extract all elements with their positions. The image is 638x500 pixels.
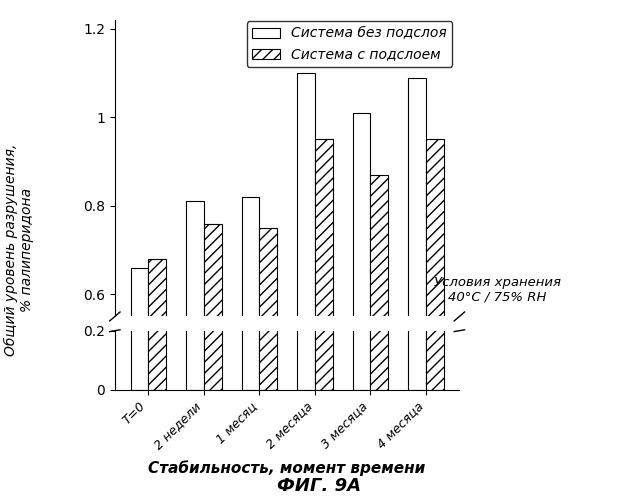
Bar — [204, 164, 221, 390]
Bar — [353, 113, 371, 500]
X-axis label: Стабильность, момент времени: Стабильность, момент времени — [149, 460, 426, 475]
Bar — [204, 224, 221, 500]
Bar — [259, 168, 277, 390]
Bar — [259, 228, 277, 500]
Bar — [242, 197, 259, 500]
Text: Общий уровень разрушения,
% палиперидона: Общий уровень разрушения, % палиперидона — [4, 144, 34, 356]
Bar — [315, 140, 332, 500]
Bar — [371, 132, 388, 390]
Bar — [408, 67, 426, 390]
Bar — [371, 175, 388, 500]
Text: Условия хранения
40°С / 75% RH: Условия хранения 40°С / 75% RH — [434, 276, 561, 304]
Bar — [297, 73, 315, 500]
Bar — [186, 202, 204, 500]
Bar — [242, 147, 259, 390]
Bar — [148, 188, 166, 390]
Bar — [426, 108, 443, 390]
Bar — [131, 194, 148, 390]
Text: ФИГ. 9А: ФИГ. 9А — [277, 477, 361, 495]
Bar — [315, 108, 332, 390]
Bar — [131, 268, 148, 500]
Bar — [186, 150, 204, 390]
Legend: Система без подслоя, Система с подслоем: Система без подслоя, Система с подслоем — [247, 21, 452, 67]
Bar — [148, 259, 166, 500]
Bar — [353, 90, 371, 390]
Bar — [297, 64, 315, 390]
Bar — [408, 78, 426, 500]
Bar — [426, 140, 443, 500]
